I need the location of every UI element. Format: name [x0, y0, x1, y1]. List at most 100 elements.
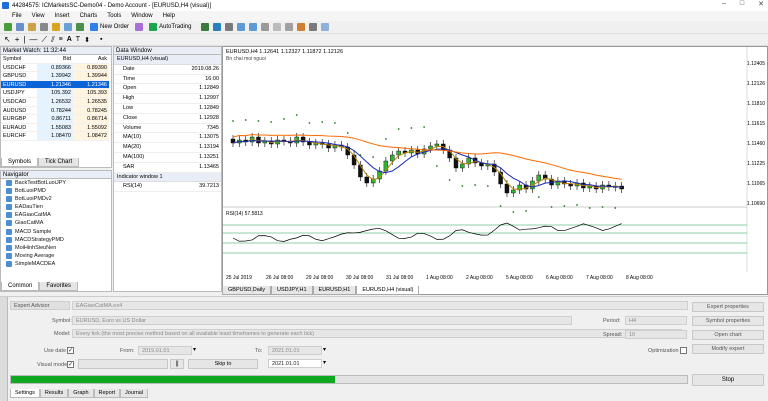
chart-window[interactable]: EURUSD,H4 1.12641 1.12327 1.11872 1.1212…	[222, 46, 768, 295]
navigator-item[interactable]: BackTestBotLuoiJPY	[1, 179, 111, 187]
skip-date-dropdown-icon[interactable]: ▾	[323, 360, 327, 366]
column-ask[interactable]: Ask	[73, 55, 109, 64]
close-button[interactable]: ✕	[758, 1, 764, 8]
navigator-item[interactable]: EAGiaoCatMA	[1, 211, 111, 219]
chart-tab-eurusd-h1[interactable]: EURUSD,H1	[312, 286, 357, 295]
expert-advisor-select[interactable]: EAGiaoCatMA.ex4	[72, 301, 688, 310]
tester-icon[interactable]	[76, 23, 84, 31]
price-chart-canvas[interactable]	[223, 47, 767, 286]
new-chart-icon[interactable]	[4, 23, 12, 31]
use-date-checkbox[interactable]	[67, 347, 74, 354]
periods-icon[interactable]	[309, 23, 318, 31]
arrows-icon[interactable]: ⬍	[84, 36, 90, 44]
navigator-item[interactable]: BotLuoiPMD	[1, 187, 111, 195]
menu-window[interactable]: Window	[131, 13, 153, 19]
tab-symbols[interactable]: Symbols	[1, 158, 39, 167]
text-icon[interactable]: A	[66, 36, 72, 43]
to-date-dropdown-icon[interactable]: ▾	[323, 347, 327, 353]
fibo-icon[interactable]: ≡	[58, 36, 63, 43]
pause-button[interactable]: ||	[170, 359, 184, 369]
navigator-icon[interactable]	[52, 23, 60, 31]
tab-tick-chart[interactable]: Tick Chart	[38, 158, 80, 167]
indicators-icon[interactable]	[297, 23, 306, 31]
tab-favorites[interactable]: Favorites	[39, 282, 79, 291]
timeframe-m1[interactable]: ▪	[99, 36, 103, 43]
tab-journal[interactable]: Journal	[120, 389, 149, 398]
autoscroll-icon[interactable]	[273, 23, 282, 31]
profiles-icon[interactable]	[16, 23, 24, 31]
menu-charts[interactable]: Charts	[79, 13, 98, 19]
label-icon[interactable]: T	[75, 36, 81, 43]
navigator-item[interactable]: MoiHinhSieuNen	[1, 244, 111, 252]
channel-icon[interactable]: ⫽	[51, 34, 55, 44]
to-date-input[interactable]: 2021.01.01	[268, 346, 322, 355]
horizontal-line-icon[interactable]: —	[29, 35, 38, 44]
navigator-item[interactable]: MACDStrategyPMD	[1, 236, 111, 244]
visual-speed-slider[interactable]	[78, 359, 168, 369]
from-date-input[interactable]: 2019.01.01	[138, 346, 192, 355]
navigator-item[interactable]: BotLuoiPMDv2	[1, 195, 111, 203]
expert-properties-button[interactable]: Expert properties	[692, 302, 764, 312]
symbol-select[interactable]: EURUSD, Euro vs US Dollar	[72, 316, 572, 325]
chart-tab-usdjpy-h1[interactable]: USDJPY,H1	[270, 286, 313, 295]
crosshair-icon[interactable]: +	[14, 35, 20, 44]
data-window-key: Volume	[123, 124, 142, 131]
open-chart-button[interactable]: Open chart	[692, 330, 764, 340]
sar-dot	[257, 120, 260, 122]
skip-to-button[interactable]: Skip to	[188, 359, 258, 369]
menu-view[interactable]: View	[31, 13, 45, 19]
bar-chart-icon[interactable]	[201, 23, 210, 31]
menu-help[interactable]: Help	[162, 13, 175, 19]
menu-file[interactable]: File	[12, 13, 22, 19]
menu-tools[interactable]: Tools	[107, 13, 122, 19]
stop-button[interactable]: Stop	[692, 374, 764, 386]
model-select[interactable]: Every tick (the most precise method base…	[72, 329, 682, 338]
expert-icon	[6, 204, 12, 211]
line-chart-icon[interactable]	[225, 23, 234, 31]
column-bid[interactable]: Bid	[37, 55, 73, 64]
symbol-properties-button[interactable]: Symbol properties	[692, 316, 764, 326]
visual-mode-checkbox[interactable]	[67, 361, 74, 368]
navigator-item[interactable]: MACD Sample	[1, 228, 111, 236]
chart-tab-gbpusd-daily[interactable]: GBPUSD,Daily	[222, 286, 271, 295]
chart-shift-icon[interactable]	[285, 23, 294, 31]
trendline-icon[interactable]: ⟋	[41, 34, 48, 44]
vertical-line-icon[interactable]: |	[23, 35, 26, 44]
period-select[interactable]: H4	[625, 316, 687, 325]
zoom-in-icon[interactable]	[237, 23, 246, 31]
cursor-icon[interactable]: ↖	[4, 35, 11, 44]
autotrading-button[interactable]: AutoTrading	[147, 22, 193, 32]
chart-tab-eurusd-h4-visual[interactable]: EURUSD,H4 (visual)	[356, 286, 420, 295]
tab-results[interactable]: Results	[39, 389, 69, 398]
maximize-button[interactable]: □	[739, 0, 745, 7]
time-axis-label: 31 Jul 08:00	[386, 275, 414, 281]
menu-insert[interactable]: Insert	[54, 13, 70, 19]
minimize-button[interactable]: –	[721, 0, 726, 7]
candle-chart-icon[interactable]	[213, 23, 222, 31]
skip-to-date-input[interactable]: 2021.01.01	[268, 359, 322, 368]
terminal-icon[interactable]	[64, 23, 72, 31]
zoom-out-icon[interactable]	[249, 23, 258, 31]
tab-report[interactable]: Report	[93, 389, 121, 398]
spread-select[interactable]: 10	[625, 330, 687, 339]
tab-common[interactable]: Common	[1, 282, 40, 291]
navigator-item[interactable]: GiaoCatMA	[1, 219, 111, 227]
navigator-item[interactable]: EADauTien	[1, 203, 111, 211]
navigator-item[interactable]: SimpleMACDEA	[1, 260, 111, 268]
new-order-button[interactable]: New Order	[88, 22, 131, 32]
navigator-item[interactable]: Moving Average	[1, 252, 111, 260]
navigator-item-label: MACDStrategyPMD	[15, 236, 64, 243]
modify-expert-button[interactable]: Modify expert	[692, 344, 764, 354]
metaeditor-icon[interactable]	[135, 23, 144, 31]
market-watch-icon[interactable]	[28, 23, 36, 31]
templates-icon[interactable]	[321, 23, 330, 31]
data-window-icon[interactable]	[40, 23, 48, 31]
from-date-dropdown-icon[interactable]: ▾	[193, 347, 197, 353]
market-watch-ask: 0.78245	[73, 106, 109, 116]
optimization-checkbox[interactable]	[680, 347, 687, 354]
app-icon	[2, 2, 9, 9]
tile-icon[interactable]	[261, 23, 270, 31]
column-symbol[interactable]: Symbol	[1, 55, 37, 64]
tab-settings[interactable]: Settings	[10, 389, 40, 398]
tab-graph[interactable]: Graph	[68, 389, 94, 398]
